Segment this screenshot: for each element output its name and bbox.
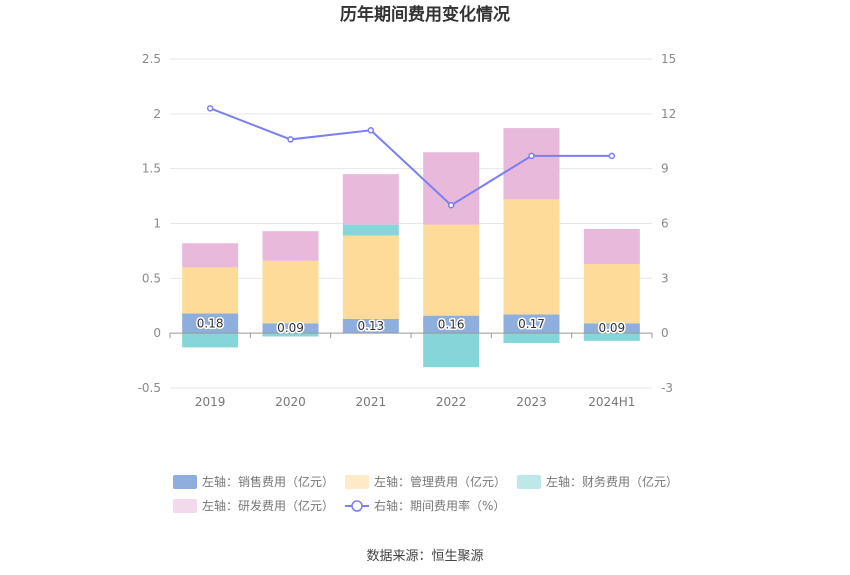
bar-data-label: 0.13	[357, 319, 384, 333]
right-axis-tick-label: 9	[661, 162, 669, 176]
line-series-0	[209, 107, 612, 207]
line-point	[206, 105, 214, 112]
left-axis-tick-label: 1.5	[142, 162, 161, 176]
bar-segment-series-3	[182, 243, 239, 268]
right-axis-tick-label: 12	[661, 107, 676, 121]
axes: 2.5 2 1.5 1 0.5 0 -0.5 15 12 9 6 3 0 -3 2019 2020 2021 20…	[138, 52, 677, 409]
x-axis-tick-label: 2021	[356, 395, 387, 409]
bar-segment-series-3	[262, 231, 319, 261]
bar-segment-series-0	[342, 318, 399, 334]
bar-segment-series-0	[503, 314, 560, 334]
bar-segment-series-3	[583, 228, 640, 265]
bar-segment-series-2	[342, 224, 399, 236]
legend-label: 右轴：期间费用率（%）	[374, 498, 505, 513]
bar-segment-series-1	[342, 235, 399, 319]
bar-data-label: 0.18	[197, 316, 224, 330]
bar-data-label: 0.09	[277, 321, 304, 335]
legend-label: 左轴：财务费用（亿元）	[546, 474, 678, 489]
grid	[170, 58, 652, 389]
chart-title: 历年期间费用变化情况	[340, 4, 510, 25]
legend-label: 左轴：销售费用（亿元）	[202, 474, 334, 489]
bar-segment-series-2	[423, 333, 480, 368]
bar-data-label: 0.16	[438, 317, 465, 331]
bar-segment-series-2	[182, 333, 239, 348]
bar-segment-series-2	[262, 333, 319, 337]
x-axis-tick-label: 2023	[516, 395, 547, 409]
right-axis-tick-label: -3	[661, 381, 673, 395]
bar-segment-series-3	[342, 174, 399, 225]
legend-label: 左轴：研发费用（亿元）	[202, 498, 334, 513]
line-layer	[206, 105, 616, 209]
legend-label: 左轴：管理费用（亿元）	[374, 474, 506, 489]
bar-layer	[182, 128, 640, 368]
bar-segment-series-1	[262, 260, 319, 324]
bar-labels: 0.18 0.09 0.13 0.16 0.17 0.09	[195, 315, 626, 337]
bar-segment-series-1	[182, 267, 239, 314]
left-axis-tick-label: 0.5	[142, 271, 161, 285]
legend: 左轴：销售费用（亿元） 左轴：管理费用（亿元） 左轴：财务费用（亿元） 左轴：研发费用…	[173, 474, 678, 513]
line-point	[287, 136, 294, 143]
line-point	[447, 201, 455, 209]
bar-segment-series-1	[423, 224, 480, 316]
bar-segment-series-0	[262, 323, 319, 334]
right-axis-tick-label: 6	[661, 217, 669, 231]
right-axis-tick-label: 0	[661, 326, 669, 340]
left-axis-tick-label: 1	[153, 217, 161, 231]
line-point	[608, 152, 616, 160]
right-axis-tick-label: 15	[661, 52, 676, 66]
bar-data-label: 0.17	[518, 317, 545, 331]
bar-segment-series-3	[423, 152, 480, 225]
bar-segment-series-2	[583, 333, 640, 341]
legend-swatch	[345, 475, 369, 489]
source-footer: 数据来源：恒生聚源	[366, 549, 483, 564]
x-axis-tick-label: 2024H1	[588, 395, 635, 409]
legend-line-marker	[351, 500, 363, 512]
legend-swatch	[517, 475, 541, 489]
left-axis-tick-label: -0.5	[138, 381, 161, 395]
bar-data-label: 0.09	[598, 321, 625, 335]
left-axis-tick-label: 0	[153, 326, 161, 340]
x-axis-tick-label: 2022	[436, 395, 467, 409]
x-axis-tick-label: 2019	[195, 395, 226, 409]
bar-segment-series-3	[503, 128, 560, 200]
left-axis-tick-label: 2.5	[142, 52, 161, 66]
bar-segment-series-1	[583, 264, 640, 324]
bar-segment-series-0	[182, 313, 239, 334]
right-axis-tick-label: 3	[661, 271, 669, 285]
bar-segment-series-1	[503, 199, 560, 315]
line-point	[528, 152, 535, 160]
left-axis-tick-label: 2	[153, 107, 161, 121]
line-point	[367, 127, 375, 134]
legend-swatch	[173, 475, 197, 489]
legend-swatch	[173, 499, 197, 513]
bar-segment-series-0	[423, 315, 480, 334]
bar-segment-series-2	[503, 333, 560, 344]
x-axis-tick-label: 2020	[275, 395, 306, 409]
bar-segment-series-0	[583, 323, 640, 334]
